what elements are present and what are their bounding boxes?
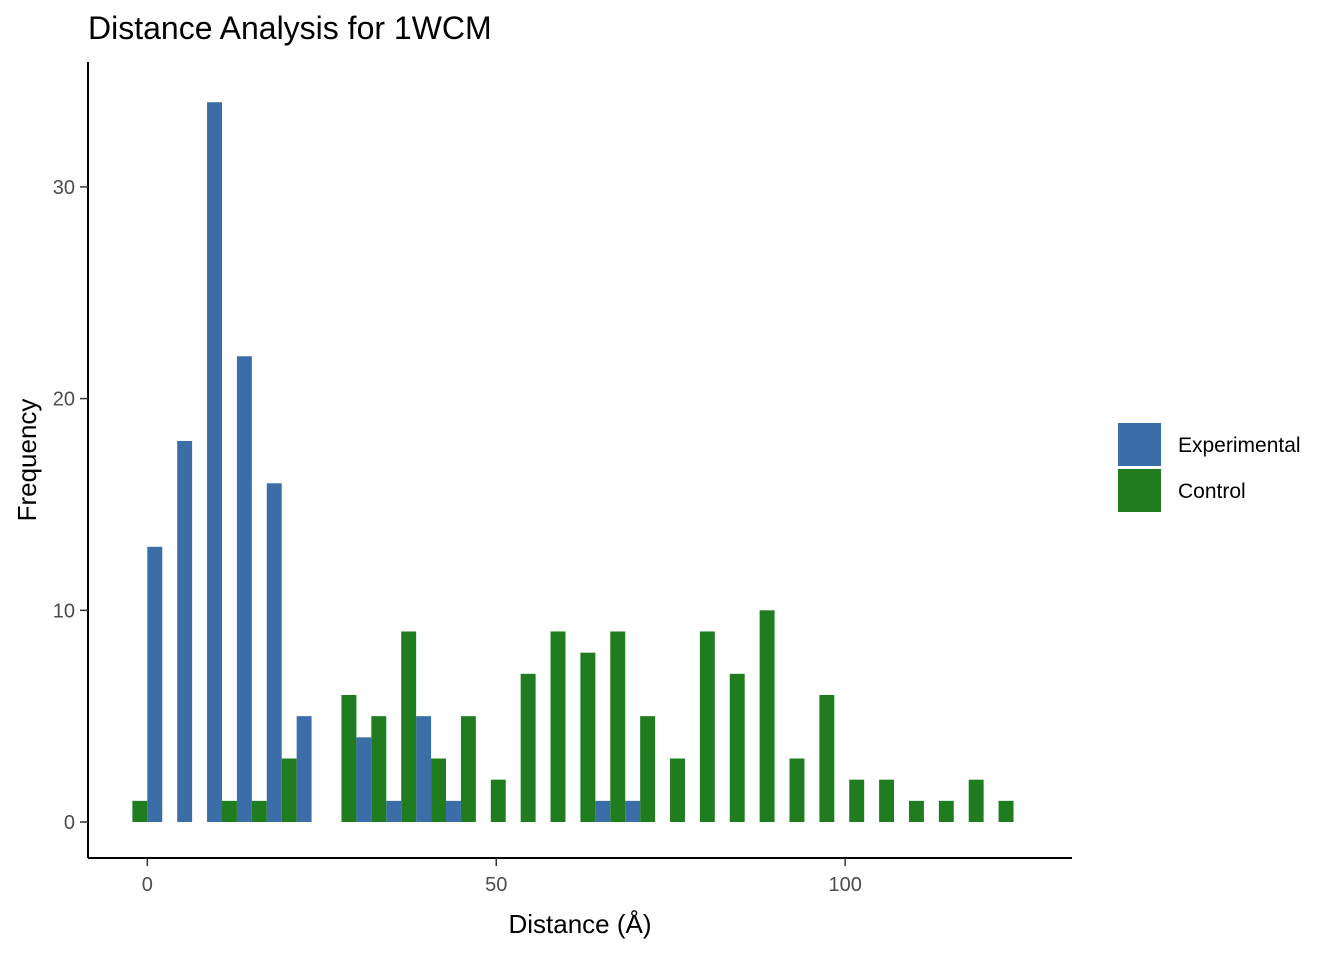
x-axis-title: Distance (Å) <box>508 909 651 939</box>
bar-experimental-15 <box>595 800 611 823</box>
bar-control-15 <box>580 652 596 823</box>
bar-control-23 <box>819 694 835 823</box>
y-tick-label: 10 <box>53 600 75 622</box>
bar-control-26 <box>908 800 924 823</box>
bar-experimental-16 <box>625 800 641 823</box>
bar-control-18 <box>670 758 685 823</box>
bar-control-0 <box>132 800 148 823</box>
legend-swatch-control <box>1118 469 1161 512</box>
bar-control-17 <box>640 716 656 823</box>
y-axis-title: Frequency <box>12 399 42 522</box>
bar-control-4 <box>251 800 267 823</box>
bar-control-11 <box>460 716 476 823</box>
bar-control-10 <box>431 758 446 823</box>
bar-experimental-8 <box>386 800 402 823</box>
x-tick-label: 50 <box>485 874 507 896</box>
bar-control-3 <box>221 800 237 823</box>
bar-control-29 <box>998 800 1014 823</box>
legend-label-control: Control <box>1178 480 1246 503</box>
bar-control-27 <box>938 800 954 823</box>
bar-control-13 <box>520 673 536 823</box>
bar-control-5 <box>281 758 297 823</box>
y-tick-label: 30 <box>53 177 75 199</box>
bars-layer <box>132 102 1014 823</box>
y-tick-label: 0 <box>64 812 75 834</box>
bar-control-24 <box>849 779 865 823</box>
bar-control-25 <box>879 779 895 823</box>
bar-experimental-4 <box>266 483 282 823</box>
bar-control-28 <box>968 779 984 823</box>
bar-experimental-9 <box>416 716 432 823</box>
chart-title: Distance Analysis for 1WCM <box>88 10 492 46</box>
x-tick-label: 0 <box>142 874 153 896</box>
y-ticks: 0 10 20 30 <box>53 177 88 834</box>
bar-control-16 <box>610 631 626 823</box>
bar-control-12 <box>490 779 506 823</box>
bar-control-9 <box>401 631 417 823</box>
bar-control-19 <box>699 631 715 823</box>
legend-swatch-experimental <box>1118 423 1161 466</box>
bar-experimental-3 <box>236 356 252 823</box>
bar-control-7 <box>341 694 357 823</box>
bar-experimental-10 <box>446 800 461 823</box>
bar-control-8 <box>371 716 387 823</box>
bar-experimental-2 <box>207 102 222 823</box>
legend: Experimental Control <box>1118 423 1301 512</box>
bar-control-21 <box>759 610 775 823</box>
bar-experimental-0 <box>147 546 163 823</box>
bar-control-22 <box>789 758 805 823</box>
bar-experimental-7 <box>356 737 372 823</box>
bar-experimental-1 <box>177 440 193 823</box>
bar-control-14 <box>550 631 566 823</box>
x-tick-label: 100 <box>829 874 862 896</box>
bar-experimental-5 <box>296 716 312 823</box>
legend-label-experimental: Experimental <box>1178 434 1301 457</box>
bar-control-20 <box>729 673 745 823</box>
y-tick-label: 20 <box>53 389 75 411</box>
x-ticks: 0 50 100 <box>142 858 862 896</box>
